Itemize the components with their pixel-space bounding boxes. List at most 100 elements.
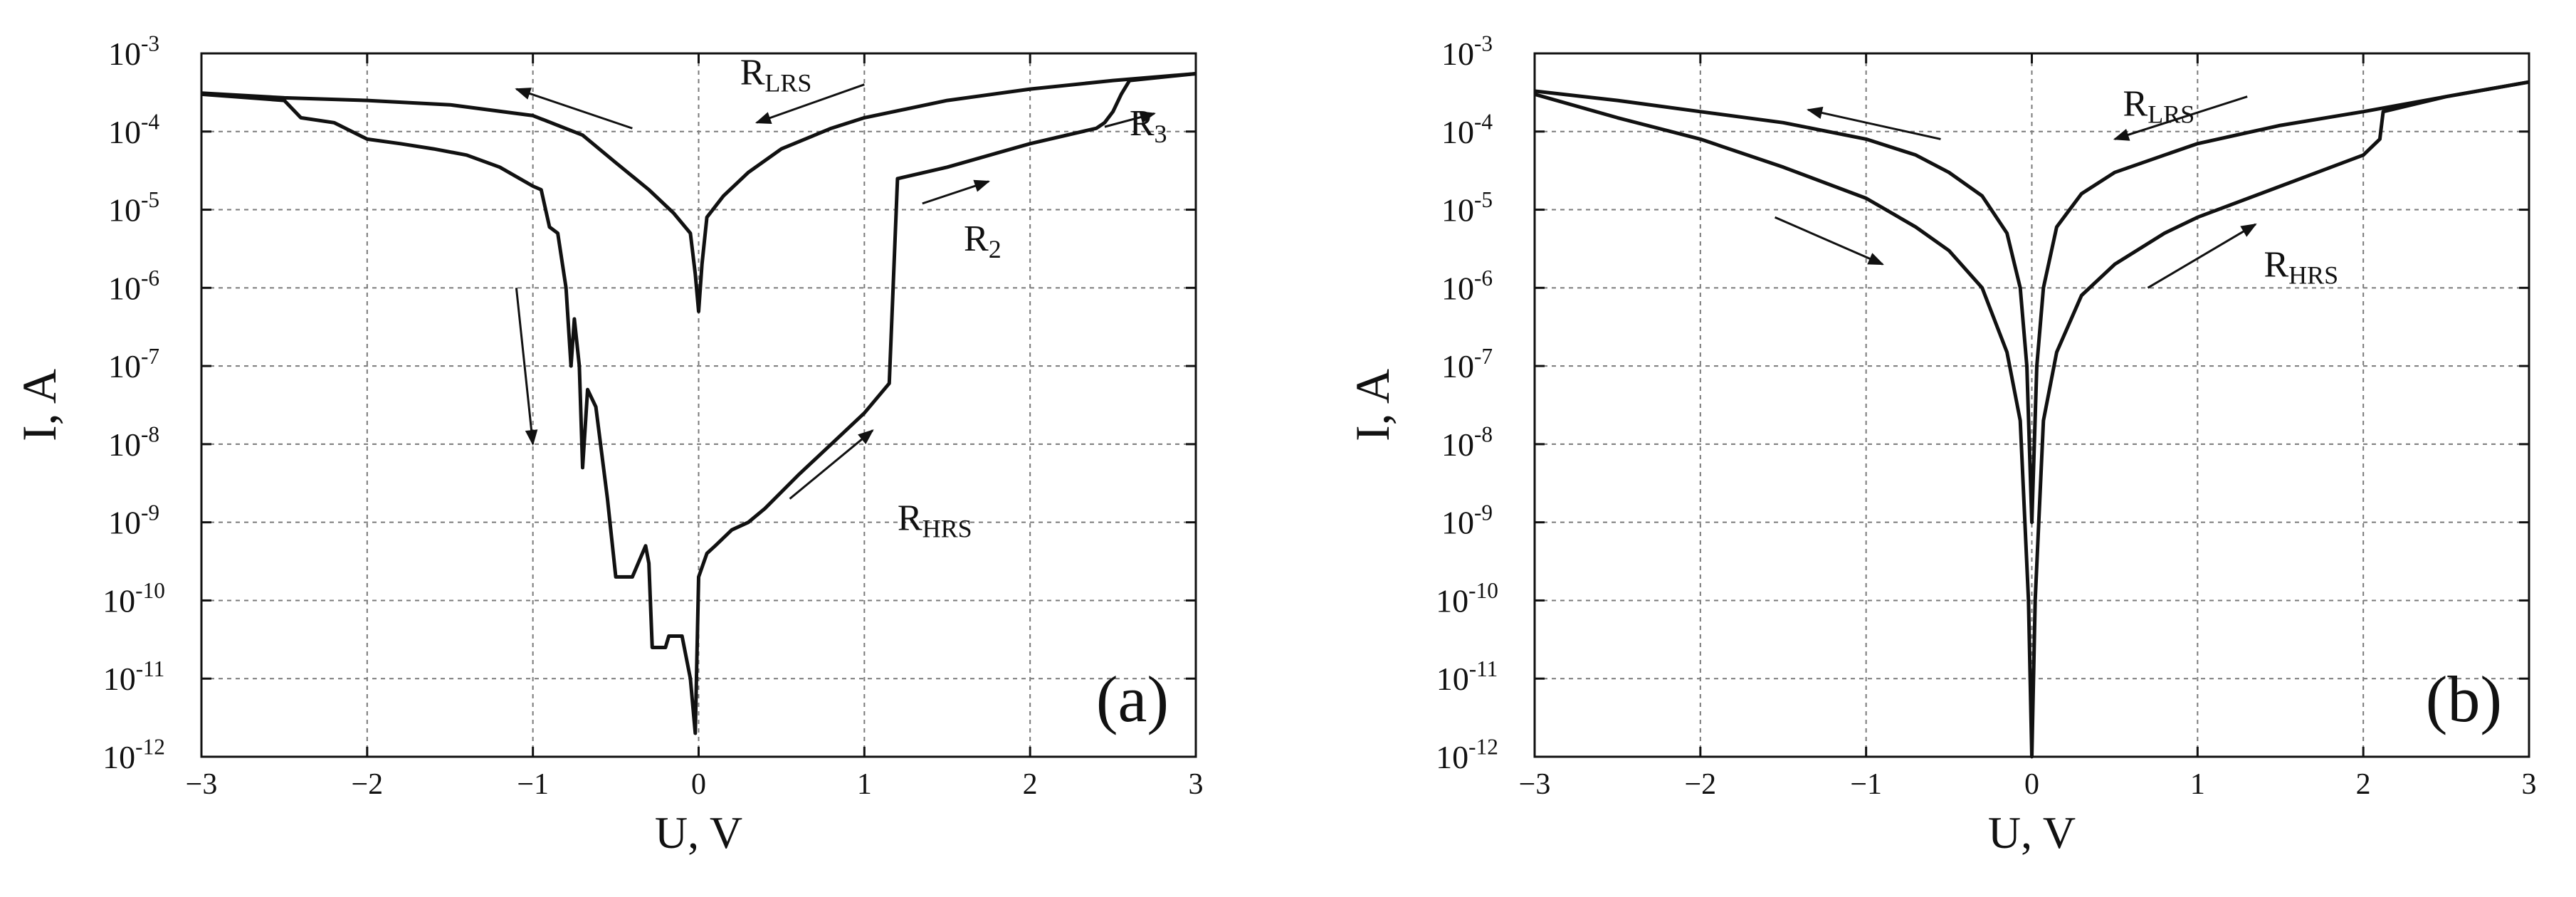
- y-tick-label: 10-4: [108, 109, 159, 150]
- x-tick-label: −3: [186, 768, 218, 801]
- y-tick-label: 10-6: [1441, 266, 1493, 306]
- y-tick-label: 10-11: [1436, 656, 1498, 697]
- y-tick-label-base: 10: [108, 426, 141, 463]
- panel-a: −3 −2 −1 0 1 2 310-310-410-510-610-710-810-910…: [12, 31, 1204, 858]
- x-tick-label: 3: [2522, 768, 2537, 801]
- annotation-subscript: LRS: [2147, 100, 2194, 128]
- x-tick-label: −2: [351, 768, 383, 801]
- y-tick-label-exp: -5: [1474, 187, 1493, 212]
- y-tick-label-exp: -5: [141, 187, 159, 212]
- y-tick-label-base: 10: [103, 661, 136, 697]
- direction-arrow: [1807, 106, 1941, 140]
- annotation-base: R: [898, 498, 922, 538]
- y-tick-label: 10-8: [1441, 422, 1493, 463]
- annotation-r-lrs: RLRS: [2123, 83, 2195, 128]
- direction-arrow: [1104, 111, 1156, 128]
- y-tick-label: 10-6: [108, 266, 159, 306]
- annotation-r-lrs: RLRS: [740, 53, 812, 98]
- y-tick-label-exp: -12: [1468, 735, 1498, 760]
- x-tick-label: 3: [1189, 768, 1204, 801]
- annotation-base: R: [2264, 244, 2288, 285]
- x-tick-label: −2: [1684, 768, 1716, 801]
- series-line-lrs: [1534, 80, 2530, 525]
- x-tick-label: 1: [857, 768, 872, 801]
- annotation-subscript: HRS: [2288, 261, 2338, 289]
- y-tick-label-exp: -9: [1474, 500, 1493, 525]
- y-tick-label-exp: -7: [141, 344, 159, 369]
- y-tick-label-exp: -6: [141, 266, 159, 290]
- y-tick-label-base: 10: [1436, 661, 1469, 697]
- y-tick-label-exp: -3: [1474, 31, 1493, 56]
- x-tick-label: 0: [691, 768, 706, 801]
- direction-arrow: [515, 88, 633, 130]
- y-tick-label: 10-12: [102, 735, 165, 775]
- y-tick-label: 10-3: [1441, 31, 1493, 72]
- y-tick-label: 10-3: [108, 31, 159, 72]
- direction-arrow: [2147, 223, 2257, 289]
- annotation-base: R: [1130, 103, 1155, 144]
- annotation-r-hrs: RHRS: [2264, 244, 2338, 289]
- y-tick-label-base: 10: [102, 739, 135, 775]
- y-tick-label-exp: -8: [141, 422, 159, 447]
- y-tick-label: 10-8: [108, 422, 159, 463]
- panel-label: (a): [1096, 663, 1169, 735]
- y-tick-label-base: 10: [1441, 426, 1474, 463]
- y-tick-label-base: 10: [1441, 505, 1474, 541]
- y-tick-label-base: 10: [1436, 582, 1468, 619]
- annotation-base: R: [740, 53, 765, 93]
- annotation-subscript: 2: [989, 235, 1002, 263]
- y-tick-label-base: 10: [1441, 36, 1474, 72]
- direction-arrow: [1775, 216, 1884, 266]
- y-tick-label: 10-7: [1441, 344, 1493, 384]
- y-tick-label-base: 10: [1436, 739, 1468, 775]
- y-axis-label: I, A: [12, 369, 66, 441]
- y-tick-label: 10-12: [1436, 735, 1498, 775]
- annotation-base: R: [2123, 83, 2148, 124]
- x-axis-label: U, V: [655, 807, 742, 858]
- y-tick-label-exp: -4: [141, 109, 159, 134]
- annotation-r-2: R2: [964, 219, 1002, 263]
- y-tick-label: 10-7: [108, 344, 159, 384]
- y-tick-label-base: 10: [1441, 270, 1474, 306]
- annotation-r-3: R3: [1130, 103, 1167, 148]
- y-tick-label-exp: -6: [1474, 266, 1493, 290]
- y-tick-label-exp: -10: [135, 578, 165, 603]
- x-tick-label: −3: [1519, 768, 1551, 801]
- y-tick-label: 10-5: [108, 187, 159, 228]
- y-tick-label: 10-5: [1441, 187, 1493, 228]
- x-axis-label: U, V: [1988, 807, 2076, 858]
- annotation-subscript: HRS: [922, 514, 972, 542]
- annotation-subscript: 3: [1155, 120, 1167, 148]
- direction-arrow: [2113, 95, 2248, 141]
- y-tick-label-exp: -11: [1469, 656, 1498, 681]
- x-tick-label: 2: [1023, 768, 1038, 801]
- y-tick-label-exp: -3: [141, 31, 159, 56]
- x-tick-label: −1: [1850, 768, 1882, 801]
- annotation-r-hrs: RHRS: [898, 498, 972, 542]
- y-tick-label-exp: -11: [136, 656, 165, 681]
- y-tick-label: 10-10: [102, 578, 165, 619]
- x-tick-label: −1: [517, 768, 549, 801]
- y-tick-label: 10-10: [1436, 578, 1498, 619]
- panel-b: −3 −2 −1 0 1 2 310-310-410-510-610-710-810-910…: [1345, 31, 2537, 858]
- y-tick-label: 10-4: [1441, 109, 1493, 150]
- y-tick-label-exp: -4: [1474, 109, 1493, 134]
- direction-arrow: [515, 288, 538, 446]
- direction-arrow: [922, 179, 991, 205]
- y-tick-label: 10-9: [108, 500, 159, 540]
- series-line-lrs: [201, 72, 1197, 313]
- y-tick-label-exp: -8: [1474, 422, 1493, 447]
- y-tick-label-base: 10: [108, 114, 141, 150]
- y-tick-label-exp: -7: [1474, 344, 1493, 369]
- y-tick-label: 10-9: [1441, 500, 1493, 540]
- y-tick-label-exp: -12: [135, 735, 165, 760]
- panel-label: (b): [2426, 663, 2502, 735]
- x-tick-label: 0: [2024, 768, 2039, 801]
- y-tick-label-exp: -9: [141, 500, 159, 525]
- y-tick-label-base: 10: [1441, 348, 1474, 384]
- y-tick-label-base: 10: [108, 270, 141, 306]
- series-line-hrs: [1534, 80, 2530, 759]
- y-tick-label-base: 10: [108, 36, 141, 72]
- y-tick-label-base: 10: [108, 505, 141, 541]
